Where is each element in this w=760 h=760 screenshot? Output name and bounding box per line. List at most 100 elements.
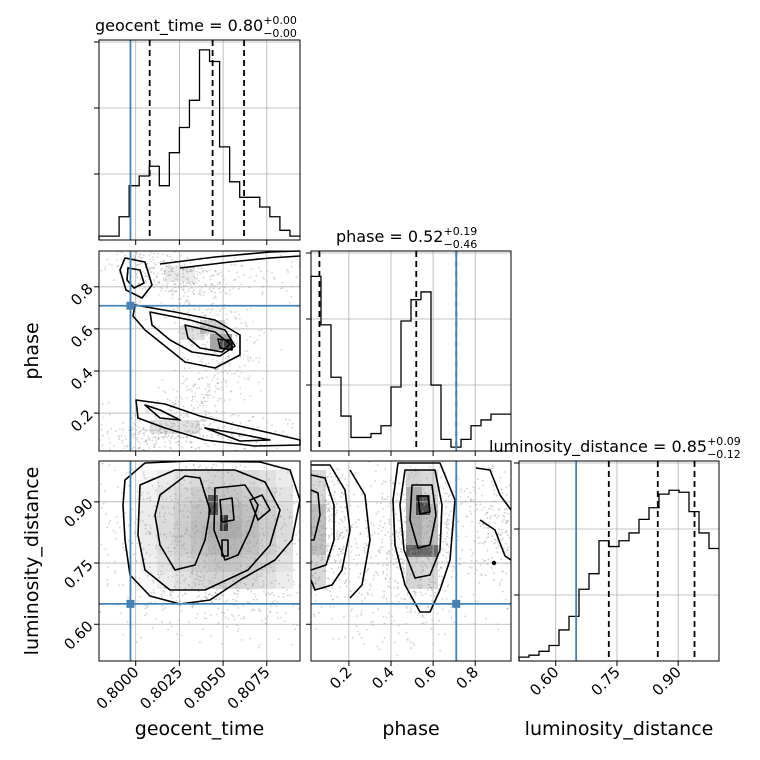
- sample-point: [198, 378, 200, 381]
- sample-point: [229, 390, 232, 393]
- sample-point: [400, 550, 402, 553]
- sample-point: [186, 420, 189, 423]
- sample-point: [413, 499, 415, 502]
- sample-point: [423, 492, 426, 495]
- sample-point: [193, 432, 195, 434]
- sample-point: [201, 583, 204, 585]
- sample-point: [381, 596, 384, 599]
- sample-point: [182, 289, 185, 291]
- panel-title-luminosity_distance: luminosity_distance = 0.85+0.09 −0.12: [489, 435, 741, 461]
- sample-point: [272, 544, 275, 546]
- sample-point: [364, 542, 367, 545]
- sample-point: [205, 418, 208, 421]
- sample-point: [486, 549, 489, 552]
- sample-point: [235, 553, 238, 555]
- sample-point: [260, 575, 263, 577]
- sample-point: [428, 578, 431, 581]
- sample-point: [284, 612, 287, 615]
- density-cell: [157, 555, 174, 572]
- sample-point: [407, 546, 410, 548]
- sample-point: [217, 288, 220, 290]
- sample-point: [249, 637, 251, 640]
- sample-point: [234, 534, 236, 537]
- sample-point: [220, 536, 223, 539]
- sample-point: [127, 484, 130, 487]
- tick-label-luminosity_distance: 0.90: [649, 663, 685, 699]
- sample-point: [136, 276, 139, 278]
- sample-point: [202, 423, 205, 426]
- sample-point: [118, 438, 121, 441]
- sample-point: [318, 576, 321, 578]
- sample-point: [196, 273, 199, 276]
- sample-point: [161, 287, 164, 290]
- sample-point: [426, 525, 428, 528]
- sample-point: [161, 379, 164, 382]
- sample-point: [200, 428, 203, 431]
- sample-point: [414, 591, 417, 594]
- sample-point: [205, 363, 207, 366]
- sample-point: [214, 591, 217, 594]
- sample-point: [448, 518, 451, 521]
- density-cell: [191, 572, 208, 589]
- sample-point: [174, 283, 177, 286]
- sample-point: [415, 549, 418, 552]
- sample-point: [102, 416, 105, 419]
- sample-point: [149, 531, 151, 534]
- sample-point: [243, 617, 245, 620]
- sample-point: [162, 572, 165, 575]
- sample-point: [336, 503, 339, 505]
- sample-point: [216, 273, 219, 276]
- sample-point: [177, 595, 180, 598]
- sample-point: [376, 502, 379, 504]
- sample-point: [358, 519, 360, 521]
- sample-point: [440, 567, 442, 570]
- sample-point: [230, 546, 233, 549]
- sample-point: [262, 585, 264, 588]
- sample-point: [414, 594, 417, 597]
- sample-point: [238, 502, 241, 505]
- sample-point: [314, 564, 317, 566]
- sample-point: [208, 485, 211, 488]
- sample-point: [204, 350, 207, 352]
- sample-point: [199, 512, 202, 514]
- sample-point: [128, 471, 130, 474]
- sample-point: [201, 290, 204, 293]
- sample-point: [446, 561, 448, 563]
- sample-point: [426, 516, 428, 519]
- sample-point: [406, 518, 409, 521]
- sample-point: [413, 516, 416, 519]
- sample-point: [207, 471, 210, 473]
- density-cell: [157, 504, 174, 521]
- sample-point: [338, 534, 341, 537]
- sample-point: [175, 497, 177, 500]
- sample-point: [235, 335, 238, 338]
- sample-point: [236, 589, 239, 591]
- sample-point: [244, 321, 247, 324]
- sample-point: [149, 496, 152, 498]
- sample-point: [326, 577, 329, 580]
- sample-point: [290, 516, 293, 518]
- sample-point: [341, 510, 344, 513]
- sample-point: [404, 521, 407, 524]
- sample-point: [139, 253, 142, 256]
- sample-point: [209, 581, 212, 584]
- sample-point: [288, 419, 291, 422]
- sample-point: [256, 338, 259, 341]
- sample-point: [422, 515, 425, 517]
- tick-label-luminosity_distance: 0.75: [60, 556, 96, 592]
- sample-point: [240, 555, 243, 558]
- sample-point: [328, 508, 331, 511]
- sample-point: [333, 491, 336, 494]
- sample-point: [198, 447, 201, 449]
- sample-point: [350, 545, 353, 548]
- sample-point: [148, 439, 151, 441]
- sample-point: [214, 544, 217, 546]
- sample-point: [379, 520, 382, 522]
- sample-point: [192, 282, 195, 285]
- contour-line: [249, 494, 271, 521]
- sample-point: [444, 499, 447, 502]
- sample-point: [145, 281, 148, 284]
- sample-point: [192, 430, 195, 433]
- sample-point: [489, 517, 491, 520]
- sample-point: [149, 499, 152, 502]
